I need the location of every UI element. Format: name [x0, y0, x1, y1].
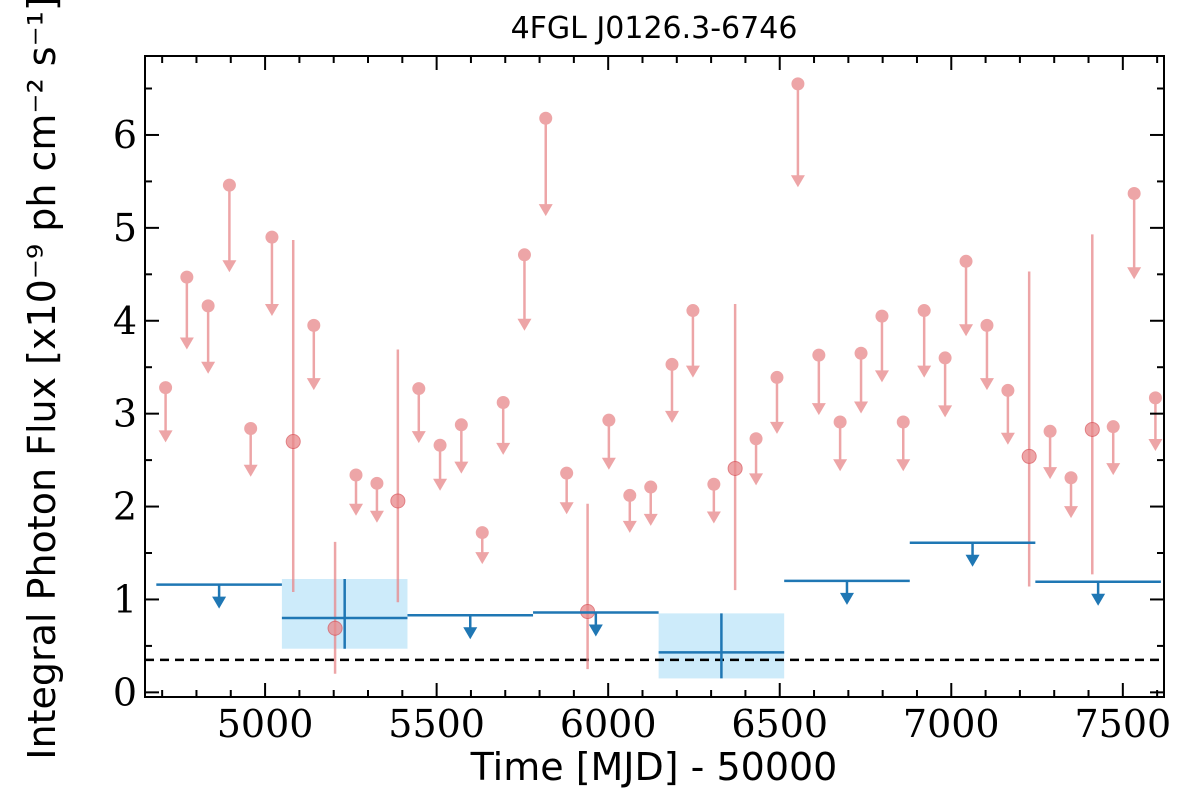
short-bin-detection — [285, 239, 301, 593]
short-bin-upper-limit — [559, 466, 574, 515]
y-tick-label: 1 — [113, 577, 137, 621]
short-bin-upper-limit — [1106, 420, 1121, 476]
short-bin-upper-limit — [349, 468, 364, 516]
y-tick-label: 6 — [113, 113, 137, 157]
short-bin-upper-limit — [496, 396, 511, 455]
short-bin-upper-limit — [306, 318, 321, 391]
x-tick-label: 6500 — [731, 702, 828, 746]
long-bin-upper-limit — [1035, 580, 1161, 606]
short-bin-detection — [1021, 271, 1037, 587]
x-tick-label: 5000 — [217, 702, 314, 746]
short-bin-detection — [727, 304, 743, 591]
error-bands — [281, 579, 785, 679]
y-tick-label: 0 — [113, 670, 137, 714]
short-bin-upper-limit — [369, 476, 384, 523]
y-axis-label: Integral Photon Flux [x10⁻⁹ ph cm⁻² s⁻¹] — [20, 0, 64, 760]
short-bin-upper-limit — [874, 309, 889, 383]
short-bin-upper-limit — [643, 480, 658, 526]
short-bin-upper-limit — [622, 488, 637, 533]
short-bin-detection — [580, 503, 596, 670]
short-bin-detection — [1084, 234, 1100, 575]
x-tick-label: 7000 — [903, 702, 1000, 746]
short-bin-series — [158, 77, 1163, 674]
short-bin-upper-limit — [601, 413, 616, 470]
short-bin-upper-limit — [854, 346, 869, 414]
short-bin-upper-limit — [833, 415, 848, 472]
short-bin-upper-limit — [517, 248, 532, 331]
x-axis-label: Time [MJD] - 50000 — [470, 745, 838, 789]
short-bin-upper-limit — [179, 270, 194, 350]
short-bin-upper-limit — [938, 351, 953, 418]
short-bin-upper-limit — [706, 477, 721, 524]
y-tick-label: 3 — [113, 392, 137, 436]
long-bin-upper-limit — [784, 579, 910, 605]
long-bin-series — [156, 541, 1161, 679]
short-bin-upper-limit — [811, 348, 826, 416]
y-tick-label: 2 — [113, 485, 137, 529]
short-bin-upper-limit — [158, 381, 173, 443]
short-bin-upper-limit — [411, 382, 426, 444]
short-bin-upper-limit — [1064, 471, 1079, 519]
short-bin-upper-limit — [1043, 424, 1058, 480]
short-bin-upper-limit — [201, 299, 216, 374]
short-bin-detection — [327, 541, 343, 674]
axis-ticks: 5000 5500 6000 6500 7000 7500 0 1 2 3 4 5 6 — [113, 56, 1171, 746]
x-tick-label: 6000 — [560, 702, 657, 746]
long-bin-upper-limit — [533, 611, 659, 637]
short-bin-upper-limit — [790, 77, 805, 188]
short-bin-upper-limit — [664, 357, 679, 423]
short-bin-upper-limit — [685, 304, 700, 378]
short-bin-upper-limit — [769, 370, 784, 434]
short-bin-upper-limit — [749, 432, 764, 486]
short-bin-upper-limit — [475, 526, 490, 565]
long-bin-upper-limit — [407, 613, 534, 640]
short-bin-upper-limit — [433, 438, 448, 491]
short-bin-upper-limit — [454, 418, 469, 474]
y-tick-label: 4 — [113, 299, 137, 343]
long-bin-upper-limit — [909, 541, 1036, 567]
short-bin-detection — [390, 349, 406, 603]
short-bin-upper-limit — [1127, 186, 1142, 280]
x-tick-label: 5500 — [388, 702, 485, 746]
short-bin-upper-limit — [243, 422, 258, 477]
y-tick-label: 5 — [113, 206, 137, 250]
short-bin-upper-limit — [959, 254, 974, 337]
short-bin-upper-limit — [538, 111, 553, 217]
x-tick-label: 7500 — [1074, 702, 1171, 746]
short-bin-upper-limit — [1148, 391, 1163, 451]
long-bin-upper-limit — [156, 583, 282, 609]
short-bin-upper-limit — [1000, 383, 1015, 445]
long-bin-detection — [658, 613, 785, 679]
short-bin-upper-limit — [264, 230, 279, 316]
chart-title: 4FGL J0126.3-6746 — [511, 11, 798, 46]
short-bin-upper-limit — [896, 415, 911, 472]
plot-frame — [144, 55, 1165, 698]
long-bin-detection — [281, 579, 408, 649]
short-bin-upper-limit — [222, 178, 237, 273]
short-bin-upper-limit — [917, 304, 932, 378]
short-bin-upper-limit — [979, 318, 994, 391]
